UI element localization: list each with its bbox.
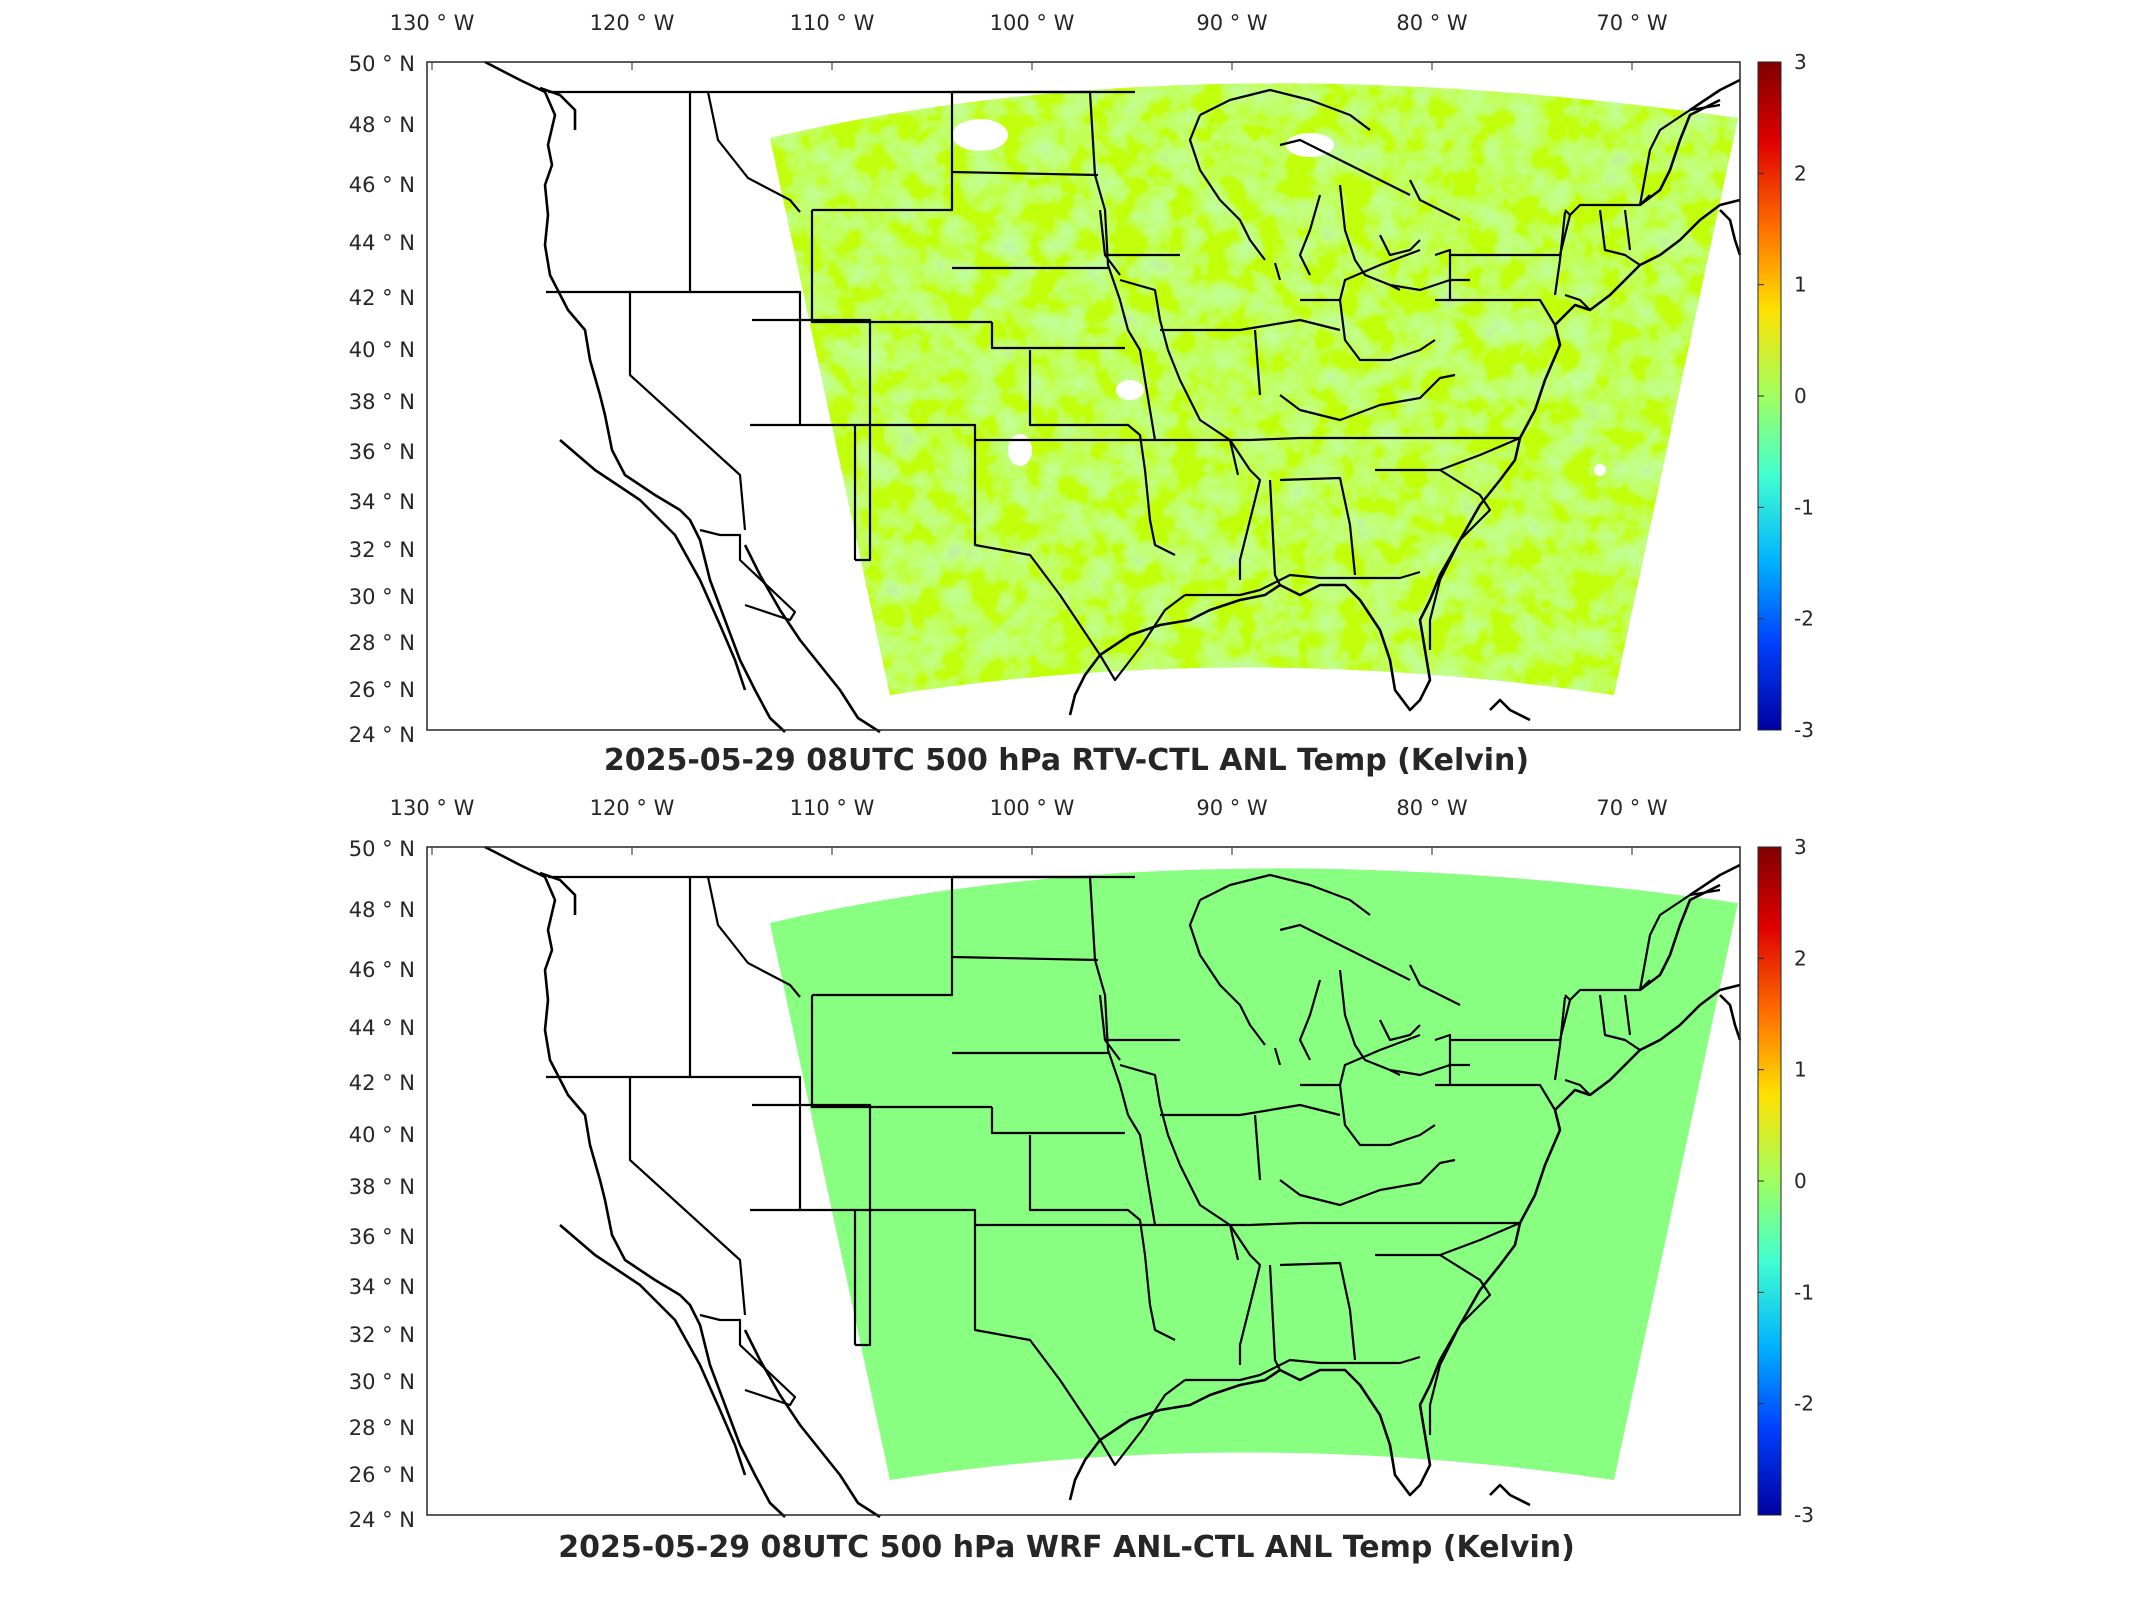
colorbar-label: -1 [1794, 495, 1814, 519]
lat-labels-bottom: 50 ° N 48 ° N 46 ° N 44 ° N 42 ° N 40 ° N 38 °… [349, 837, 415, 1532]
colorbar-bottom: 3 2 1 0 -1 -2 -3 [1757, 835, 1814, 1527]
lat-label: 40 ° N [349, 1123, 415, 1147]
map-frame-bottom [426, 846, 1741, 1516]
colorbar-ticks-bottom: 3 2 1 0 -1 -2 -3 [1758, 835, 1814, 1527]
colorbar-label: 1 [1794, 1058, 1807, 1082]
map-panel-top: 3 2 1 0 -1 -2 -3 130 ° W 120 ° W 110 ° W 100 ° W 9… [0, 0, 2133, 790]
colorbar-ticks-top: 3 2 1 0 -1 -2 -3 [1758, 50, 1814, 742]
map-frame-top [426, 61, 1741, 731]
lat-label: 50 ° N [349, 52, 415, 76]
map-outlines-bottom [484, 845, 1742, 1519]
lon-label: 120 ° W [590, 796, 675, 820]
lon-label: 70 ° W [1596, 11, 1668, 35]
lat-label: 42 ° N [349, 1071, 415, 1095]
lat-label: 50 ° N [349, 837, 415, 861]
lon-label: 80 ° W [1396, 11, 1468, 35]
colorbar-label: -2 [1794, 607, 1814, 631]
colorbar-label: 3 [1794, 50, 1807, 74]
lat-label: 48 ° N [349, 898, 415, 922]
lat-label: 38 ° N [349, 390, 415, 414]
lat-label: 46 ° N [349, 958, 415, 982]
lat-label: 44 ° N [349, 1016, 415, 1040]
lat-label: 32 ° N [349, 1323, 415, 1347]
lon-label: 100 ° W [990, 11, 1075, 35]
colorbar-label: 2 [1794, 946, 1807, 970]
map-outlines-top [484, 60, 1742, 734]
lon-label: 130 ° W [390, 796, 475, 820]
lon-label: 110 ° W [790, 11, 875, 35]
lon-label: 80 ° W [1396, 796, 1468, 820]
lon-label: 70 ° W [1596, 796, 1668, 820]
lat-label: 36 ° N [349, 1225, 415, 1249]
map-figure-bottom: 3 2 1 0 -1 -2 -3 130 ° W 120 ° W 110 ° W 100 ° W 9… [349, 796, 1814, 1532]
lon-label: 130 ° W [390, 11, 475, 35]
colorbar-label: -3 [1794, 1503, 1814, 1527]
colorbar-label: 2 [1794, 161, 1807, 185]
lat-label: 30 ° N [349, 585, 415, 609]
lat-label: 34 ° N [349, 490, 415, 514]
colorbar-label: 1 [1794, 273, 1807, 297]
panel-title-top: 2025-05-29 08UTC 500 hPa RTV-CTL ANL Tem… [603, 743, 1530, 778]
colorbar-label: -2 [1794, 1392, 1814, 1416]
lat-label: 26 ° N [349, 678, 415, 702]
colorbar-top: 3 2 1 0 -1 -2 -3 [1757, 50, 1814, 742]
lon-label: 100 ° W [990, 796, 1075, 820]
lat-label: 34 ° N [349, 1275, 415, 1299]
colorbar-label: 0 [1794, 1169, 1807, 1193]
lon-labels-bottom: 130 ° W 120 ° W 110 ° W 100 ° W 90 ° W 80 ° W… [390, 796, 1668, 855]
lat-label: 38 ° N [349, 1175, 415, 1199]
lat-label: 28 ° N [349, 631, 415, 655]
lat-labels-top: 50 ° N 48 ° N 46 ° N 44 ° N 42 ° N 40 ° N 38 °… [349, 52, 415, 747]
colorbar-label: -3 [1794, 718, 1814, 742]
lat-label: 42 ° N [349, 286, 415, 310]
lon-label: 90 ° W [1196, 11, 1268, 35]
colorbar-label: 3 [1794, 835, 1807, 859]
panel-title-bottom: 2025-05-29 08UTC 500 hPa WRF ANL-CTL ANL… [558, 1530, 1575, 1565]
lat-label: 40 ° N [349, 338, 415, 362]
lon-labels-top: 130 ° W 120 ° W 110 ° W 100 ° W 90 ° W 80 ° W… [390, 11, 1668, 70]
map-figure-top: 3 2 1 0 -1 -2 -3 130 ° W 120 ° W 110 ° W 100 ° W 9… [349, 11, 1814, 747]
temperature-field-bottom [770, 868, 1738, 1480]
map-panel-bottom: 3 2 1 0 -1 -2 -3 130 ° W 120 ° W 110 ° W 100 ° W 9… [0, 785, 2133, 1600]
colorbar-label: 0 [1794, 384, 1807, 408]
temperature-field-top [770, 83, 1738, 695]
lat-label: 28 ° N [349, 1416, 415, 1440]
lat-label: 24 ° N [349, 1508, 415, 1532]
lat-label: 36 ° N [349, 440, 415, 464]
lon-label: 120 ° W [590, 11, 675, 35]
lat-label: 26 ° N [349, 1463, 415, 1487]
lon-label: 90 ° W [1196, 796, 1268, 820]
lat-label: 24 ° N [349, 723, 415, 747]
lat-label: 30 ° N [349, 1370, 415, 1394]
colorbar-label: -1 [1794, 1280, 1814, 1304]
lon-label: 110 ° W [790, 796, 875, 820]
lat-label: 32 ° N [349, 538, 415, 562]
lat-label: 48 ° N [349, 113, 415, 137]
lat-label: 46 ° N [349, 173, 415, 197]
lat-label: 44 ° N [349, 231, 415, 255]
